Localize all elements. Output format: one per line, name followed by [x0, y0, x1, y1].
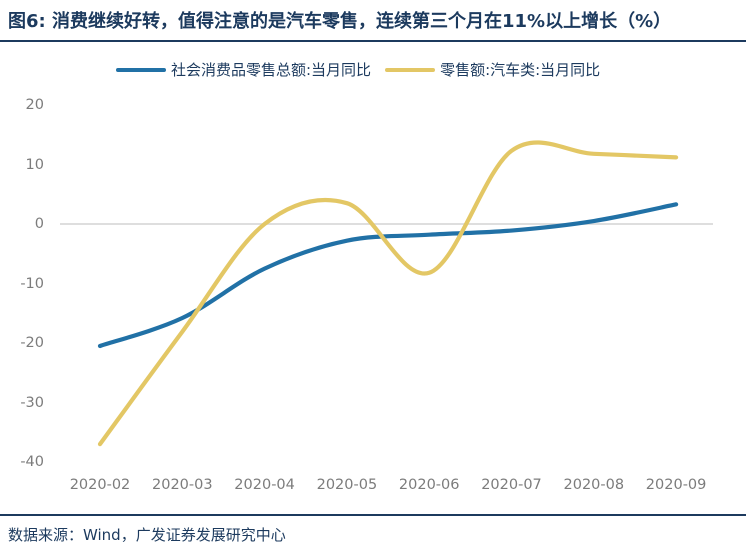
legend-label-total-retail: 社会消费品零售总额:当月同比 — [171, 61, 372, 79]
legend-item-total-retail: 社会消费品零售总额:当月同比 — [116, 59, 371, 80]
x-axis-tick-label: 2020-04 — [234, 477, 295, 493]
chart-legend: 社会消费品零售总额:当月同比 零售额:汽车类:当月同比 — [116, 59, 600, 80]
legend-item-auto-retail: 零售额:汽车类:当月同比 — [385, 59, 600, 80]
y-axis-tick-label: -10 — [20, 275, 44, 292]
x-axis-tick-label: 2020-06 — [398, 477, 460, 493]
y-axis-tick-label: 0 — [34, 216, 44, 232]
legend-line-swatch-blue — [116, 67, 166, 72]
series-line-total-retail — [97, 202, 679, 349]
y-axis-tick-label: 10 — [25, 156, 44, 173]
data-source: 数据来源：Wind，广发证券发展研究中心 — [8, 526, 286, 544]
series-line-auto-retail — [97, 140, 679, 447]
footer-divider — [0, 514, 746, 516]
y-axis-tick-label: -30 — [20, 394, 44, 411]
x-axis-tick-label: 2020-08 — [563, 477, 625, 493]
x-axis-tick-label: 2020-05 — [316, 477, 378, 493]
legend-line-swatch-yellow — [385, 67, 436, 72]
y-axis-tick-label: -20 — [20, 335, 44, 351]
y-axis-tick-label: -40 — [20, 454, 44, 470]
x-axis-tick-label: 2020-03 — [152, 477, 213, 493]
x-axis-tick-label: 2020-09 — [645, 477, 707, 493]
y-axis-tick-label: 20 — [25, 97, 44, 113]
title-divider — [0, 40, 746, 42]
figure-title: 图6: 消费继续好转，值得注意的是汽车零售，连续第三个月在11%以上增长（%） — [8, 11, 672, 32]
x-axis-tick-label: 2020-02 — [69, 477, 131, 493]
legend-label-auto-retail: 零售额:汽车类:当月同比 — [440, 61, 601, 79]
x-axis-tick-label: 2020-07 — [481, 477, 542, 493]
